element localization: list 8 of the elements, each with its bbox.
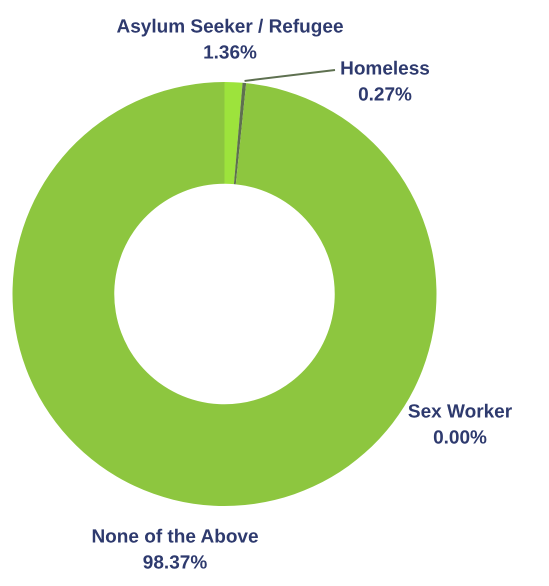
slice-label: Homeless — [340, 58, 430, 80]
text: 0.00% — [433, 428, 487, 449]
data-label: 1.36% — [203, 42, 258, 64]
data-label: 0.27% — [358, 84, 412, 106]
slice-label: None of the Above — [91, 526, 259, 548]
category-label: Sex Worker — [408, 402, 512, 423]
slice-label: Asylum Seeker / Refugee — [116, 16, 344, 38]
data-label: 98.37% — [142, 552, 208, 574]
